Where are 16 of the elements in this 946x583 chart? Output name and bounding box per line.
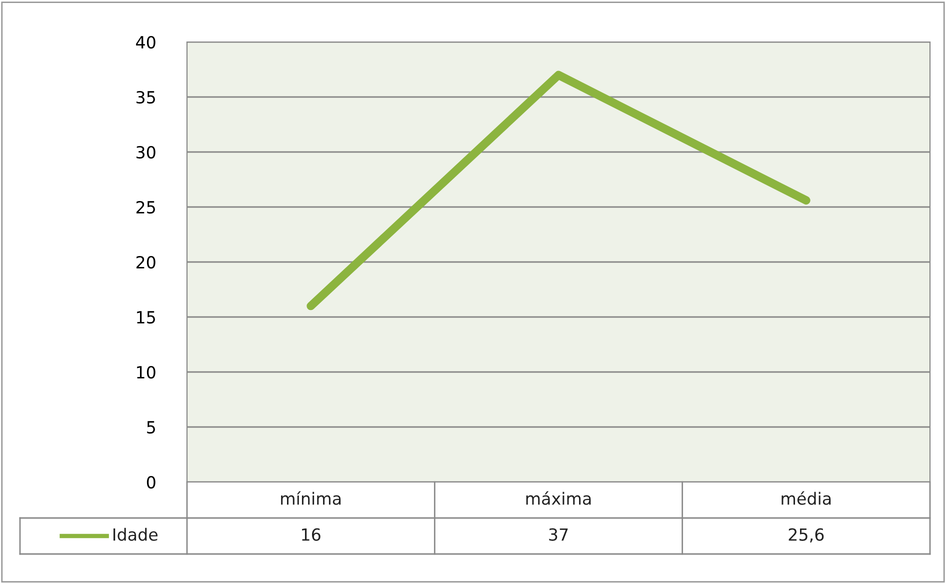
y-tick-label: 20 bbox=[136, 256, 156, 269]
legend-label: Idade bbox=[113, 528, 158, 541]
y-tick-label: 25 bbox=[136, 200, 155, 214]
x-tick-label: máxima bbox=[526, 491, 591, 505]
y-tick-label: 10 bbox=[137, 366, 156, 379]
data-label: 25,6 bbox=[788, 528, 824, 543]
data-label: 37 bbox=[549, 528, 568, 541]
y-tick-label: 5 bbox=[147, 421, 155, 434]
y-tick-label: 30 bbox=[136, 146, 156, 159]
y-tick-label: 15 bbox=[137, 311, 155, 324]
x-tick-label: média bbox=[782, 491, 831, 505]
data-label: 16 bbox=[302, 528, 320, 541]
y-tick-label: 40 bbox=[136, 36, 156, 49]
y-tick-label: 35 bbox=[136, 90, 155, 104]
x-tick-label: mínima bbox=[281, 491, 341, 505]
y-tick-label: 0 bbox=[146, 476, 156, 489]
